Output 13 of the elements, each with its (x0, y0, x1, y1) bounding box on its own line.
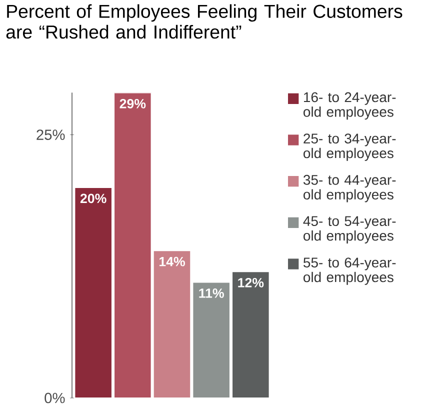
legend-label: 25- to 34-year-old employees (304, 134, 396, 161)
legend-label: 45- to 54-year-old employees (303, 216, 396, 244)
y-tick-label: 0% (44, 392, 65, 404)
legend-label: 55- to 64-year-old employees (304, 258, 396, 285)
data-label: 29% (120, 98, 146, 108)
legend-label: 35- to 44-year-old employees (303, 174, 396, 202)
legend-label: 16- to 24-year-old employees (304, 92, 396, 120)
data-label: 14% (159, 256, 185, 266)
y-tick-label: 25% (36, 130, 65, 140)
data-label: 12% (238, 278, 264, 288)
data-label: 20% (80, 194, 106, 204)
chart-title: Percent of Employees Feeling Their Customers are “Rushed and Indifferent” (6, 4, 402, 39)
data-label: 11% (199, 288, 224, 298)
